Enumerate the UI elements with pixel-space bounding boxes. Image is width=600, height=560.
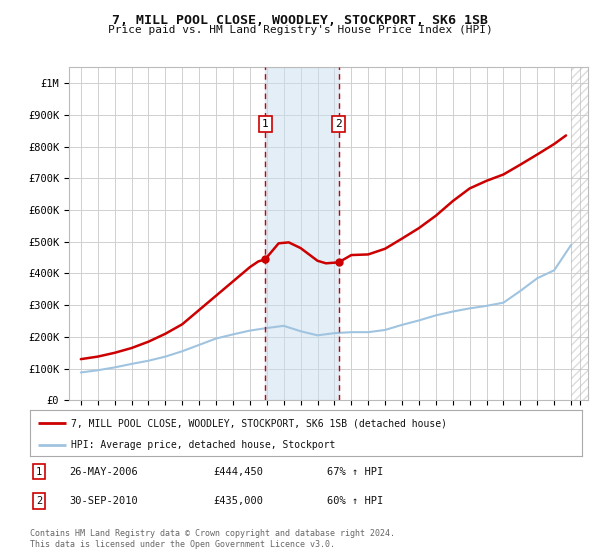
Text: 60% ↑ HPI: 60% ↑ HPI — [327, 496, 383, 506]
Text: Price paid vs. HM Land Registry's House Price Index (HPI): Price paid vs. HM Land Registry's House … — [107, 25, 493, 35]
Text: 7, MILL POOL CLOSE, WOODLEY, STOCKPORT, SK6 1SB: 7, MILL POOL CLOSE, WOODLEY, STOCKPORT, … — [112, 14, 488, 27]
Text: 1: 1 — [262, 119, 268, 129]
Text: £444,450: £444,450 — [213, 466, 263, 477]
Text: 1: 1 — [36, 466, 42, 477]
Text: 30-SEP-2010: 30-SEP-2010 — [69, 496, 138, 506]
Text: 2: 2 — [335, 119, 342, 129]
Bar — [571, 67, 596, 400]
Text: Contains HM Land Registry data © Crown copyright and database right 2024.
This d: Contains HM Land Registry data © Crown c… — [30, 529, 395, 549]
Text: 26-MAY-2006: 26-MAY-2006 — [69, 466, 138, 477]
Bar — [265, 67, 338, 400]
Text: 7, MILL POOL CLOSE, WOODLEY, STOCKPORT, SK6 1SB (detached house): 7, MILL POOL CLOSE, WOODLEY, STOCKPORT, … — [71, 418, 448, 428]
Text: HPI: Average price, detached house, Stockport: HPI: Average price, detached house, Stoc… — [71, 440, 336, 450]
Text: £435,000: £435,000 — [213, 496, 263, 506]
Text: 67% ↑ HPI: 67% ↑ HPI — [327, 466, 383, 477]
Text: 2: 2 — [36, 496, 42, 506]
